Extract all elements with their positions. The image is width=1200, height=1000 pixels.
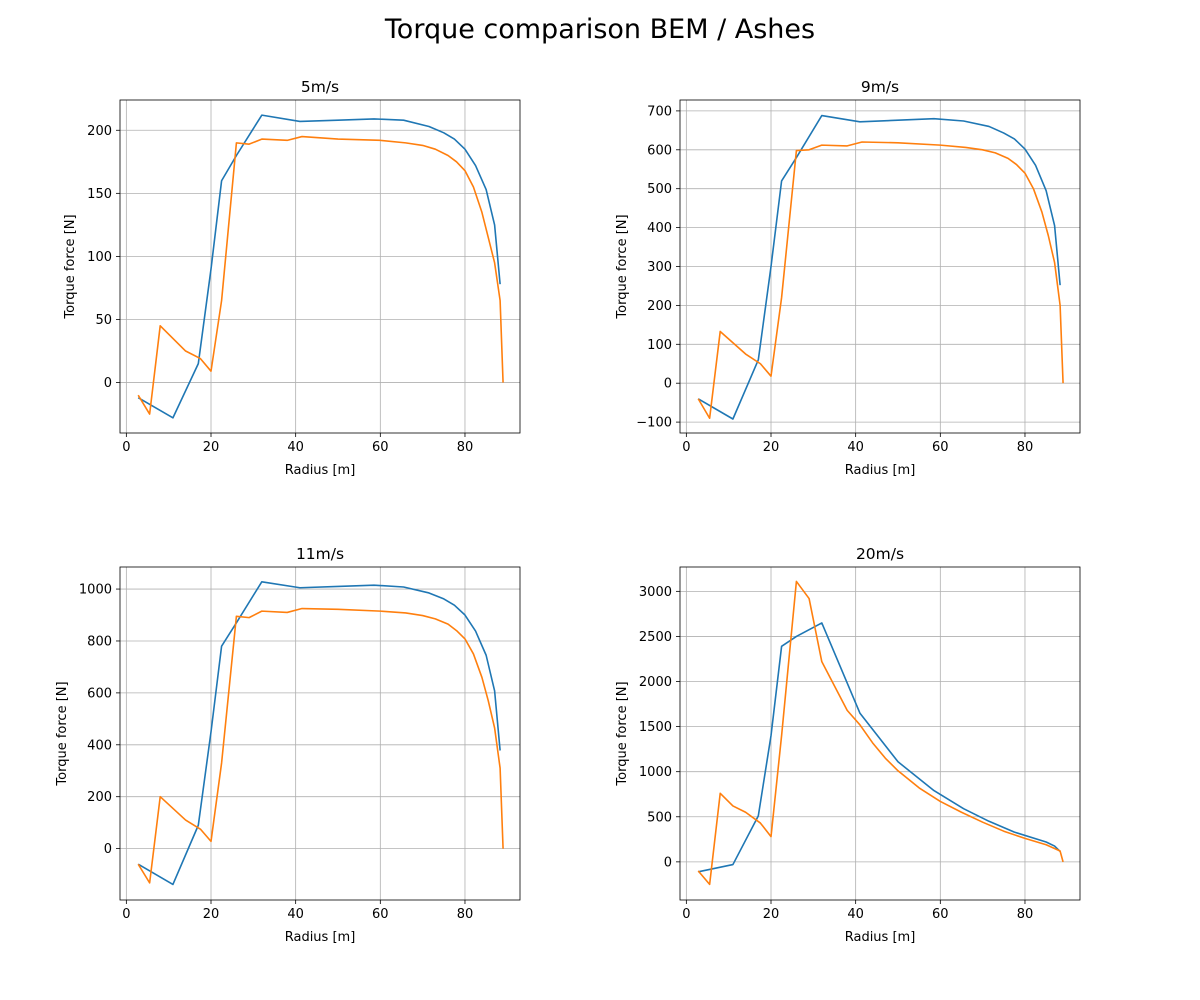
x-tick-label: 80 bbox=[1017, 907, 1034, 922]
y-tick-label: 0 bbox=[104, 842, 112, 857]
y-tick-label: 2500 bbox=[639, 630, 672, 645]
x-tick-label: 60 bbox=[372, 440, 389, 455]
subplot-title: 9m/s bbox=[861, 78, 899, 96]
x-tick-label: 40 bbox=[287, 907, 304, 922]
subplot-1: 0 20 40 60 80 0 50 100 150 200 5m/s Radius [m] Torqu… bbox=[63, 78, 521, 478]
x-tick-label: 20 bbox=[763, 907, 780, 922]
x-tick-label: 80 bbox=[1017, 440, 1034, 455]
figure-title: Torque comparison BEM / Ashes bbox=[384, 14, 816, 45]
x-axis-label: Radius [m] bbox=[845, 930, 916, 945]
x-tick-label: 80 bbox=[457, 907, 474, 922]
y-tick-label: 400 bbox=[87, 738, 112, 753]
y-tick-label: 300 bbox=[647, 260, 672, 275]
y-axis-label: Torque force [N] bbox=[55, 681, 70, 786]
y-tick-label: 0 bbox=[664, 855, 672, 870]
x-tick-label: 0 bbox=[122, 440, 130, 455]
x-axis-label: Radius [m] bbox=[845, 463, 916, 478]
x-tick-label: 0 bbox=[122, 907, 130, 922]
axes-frame bbox=[119, 99, 521, 434]
series-line-2 bbox=[137, 607, 504, 884]
y-tick-label: 0 bbox=[664, 377, 672, 392]
y-tick-label: 100 bbox=[647, 338, 672, 353]
x-axis-label: Radius [m] bbox=[285, 930, 356, 945]
axes-frame bbox=[679, 566, 1081, 901]
x-tick-label: 0 bbox=[682, 907, 690, 922]
y-tick-label: 800 bbox=[87, 634, 112, 649]
subplot-title: 5m/s bbox=[301, 78, 339, 96]
y-tick-label: 0 bbox=[104, 376, 112, 391]
x-tick-label: 20 bbox=[763, 440, 780, 455]
y-tick-label: 3000 bbox=[639, 585, 672, 600]
x-tick-label: 60 bbox=[932, 907, 949, 922]
x-tick-label: 20 bbox=[203, 440, 220, 455]
y-tick-label: 600 bbox=[647, 143, 672, 158]
x-tick-label: 60 bbox=[932, 440, 949, 455]
series-line-2 bbox=[137, 135, 504, 415]
x-tick-label: 80 bbox=[457, 440, 474, 455]
series-line-2 bbox=[697, 580, 1064, 886]
series-line-2 bbox=[697, 141, 1064, 420]
series-line-1 bbox=[698, 622, 1061, 873]
x-tick-label: 0 bbox=[682, 440, 690, 455]
series-line-1 bbox=[137, 114, 501, 419]
y-tick-label: 200 bbox=[647, 299, 672, 314]
subplot-title: 20m/s bbox=[856, 545, 904, 563]
y-tick-label: 200 bbox=[87, 124, 112, 139]
y-tick-label: 2000 bbox=[639, 675, 672, 690]
subplot-title: 11m/s bbox=[296, 545, 344, 563]
y-tick-label: −100 bbox=[636, 416, 672, 431]
y-tick-label: 600 bbox=[87, 686, 112, 701]
y-tick-label: 1000 bbox=[639, 765, 672, 780]
subplot-2: 0 20 40 60 80 −100 0 100 200 300 400 500 600 700 9m/s R… bbox=[615, 78, 1081, 478]
y-axis-label: Torque force [N] bbox=[615, 214, 630, 319]
y-tick-label: 500 bbox=[647, 810, 672, 825]
y-axis-label: Torque force [N] bbox=[63, 214, 78, 319]
subplot-4: 0 20 40 60 80 0 500 1000 1500 2000 2500 3000 20m/s Ra… bbox=[615, 545, 1081, 945]
series-line-1 bbox=[137, 580, 501, 886]
y-tick-label: 150 bbox=[87, 187, 112, 202]
x-axis-label: Radius [m] bbox=[285, 463, 356, 478]
y-tick-label: 1000 bbox=[79, 583, 112, 598]
x-tick-label: 40 bbox=[847, 907, 864, 922]
y-tick-label: 700 bbox=[647, 104, 672, 119]
x-tick-label: 40 bbox=[287, 440, 304, 455]
y-tick-label: 400 bbox=[647, 221, 672, 236]
y-tick-label: 50 bbox=[95, 313, 112, 328]
y-tick-label: 200 bbox=[87, 790, 112, 805]
y-tick-label: 100 bbox=[87, 250, 112, 265]
axes-frame bbox=[119, 566, 521, 901]
series-line-1 bbox=[697, 114, 1061, 420]
x-tick-label: 60 bbox=[372, 907, 389, 922]
x-tick-label: 20 bbox=[203, 907, 220, 922]
x-tick-label: 40 bbox=[847, 440, 864, 455]
y-tick-label: 1500 bbox=[639, 720, 672, 735]
y-axis-label: Torque force [N] bbox=[615, 681, 630, 786]
y-tick-label: 500 bbox=[647, 182, 672, 197]
